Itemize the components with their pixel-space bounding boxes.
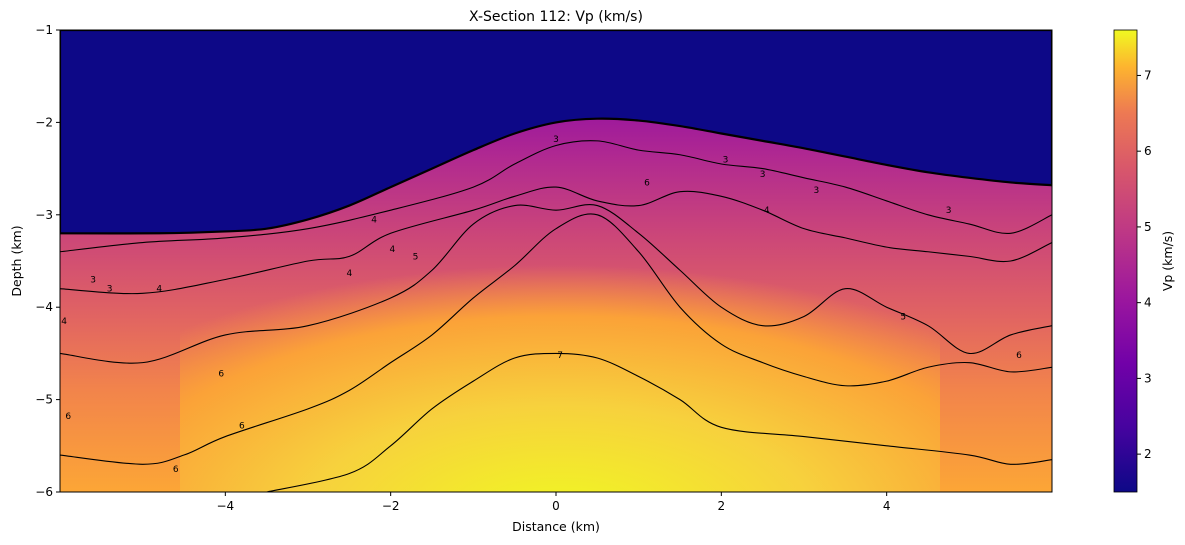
x-tick-label: 4: [883, 499, 891, 513]
colorbar-label: Vp (km/s): [1160, 231, 1175, 291]
colorbar-tick-label: 3: [1144, 371, 1152, 385]
contour-layer: [60, 140, 1052, 492]
x-tick-label: −2: [382, 499, 400, 513]
contour-label: 4: [156, 285, 162, 295]
plot-area: 3 3 3 3 3 3 3 4 4 4 4 4 4 5 5 6 6 6 6 6 6 7: [60, 30, 1052, 492]
contour-label: 6: [239, 421, 245, 431]
contour-line-4: [60, 186, 1052, 295]
x-axis-label: Distance (km): [512, 519, 600, 534]
y-tick-label: −3: [35, 208, 53, 222]
contour-label: 4: [389, 245, 395, 255]
contour-label: 6: [65, 412, 71, 422]
contour-label: 3: [553, 135, 559, 145]
x-tick-label: −4: [216, 499, 234, 513]
x-axis: −4 −2 0 2 4: [216, 492, 890, 513]
contour-label: 4: [371, 215, 377, 225]
contour-label: 3: [946, 206, 952, 216]
y-tick-label: −4: [35, 300, 53, 314]
air-region: [60, 30, 1052, 235]
contour-label: 6: [644, 178, 650, 188]
colorbar-tick-label: 7: [1144, 68, 1152, 82]
contour-line-6: [60, 213, 1052, 465]
contour-label: 6: [1016, 351, 1022, 361]
high-velocity-dome: [180, 180, 940, 492]
contour-label: 5: [900, 312, 906, 322]
contour-label-layer: 3 3 3 3 3 3 3 4 4 4 4 4 4 5 5 6 6 6 6 6 6 7: [61, 135, 1022, 475]
colorbar: 2 3 4 5 6 7 Vp (km/s): [1113, 29, 1175, 493]
y-axis-label: Depth (km): [9, 225, 24, 296]
contour-label: 3: [814, 186, 820, 196]
contour-label: 3: [723, 155, 729, 165]
contour-label: 3: [90, 275, 96, 285]
contour-label: 6: [218, 370, 224, 380]
y-tick-label: −6: [35, 485, 53, 499]
colorbar-ticks: 2 3 4 5 6 7: [1137, 68, 1152, 461]
contour-label: 5: [413, 252, 419, 262]
colorbar-tick-label: 6: [1144, 144, 1152, 158]
colorbar-tick-label: 4: [1144, 296, 1152, 310]
contour-label: 3: [760, 170, 766, 180]
contour-label: 6: [173, 465, 179, 475]
contour-line-3: [60, 140, 1052, 253]
contour-label: 4: [764, 206, 770, 216]
contour-label: 7: [557, 351, 563, 361]
chart-title: X-Section 112: Vp (km/s): [469, 9, 643, 25]
contour-label: 4: [346, 269, 352, 279]
contour-line-5: [60, 204, 1052, 364]
x-tick-label: 0: [552, 499, 560, 513]
y-tick-label: −2: [35, 115, 53, 129]
y-tick-label: −1: [35, 23, 53, 37]
colorbar-gradient: [1113, 29, 1138, 493]
contour-line-7: [266, 352, 1052, 492]
contour-label: 4: [61, 317, 67, 327]
contour-label: 3: [107, 285, 113, 295]
y-axis: −1 −2 −3 −4 −5 −6: [35, 23, 60, 499]
y-tick-label: −5: [35, 393, 53, 407]
colorbar-tick-label: 2: [1144, 447, 1152, 461]
colorbar-tick-label: 5: [1144, 220, 1152, 234]
x-tick-label: 2: [718, 499, 726, 513]
